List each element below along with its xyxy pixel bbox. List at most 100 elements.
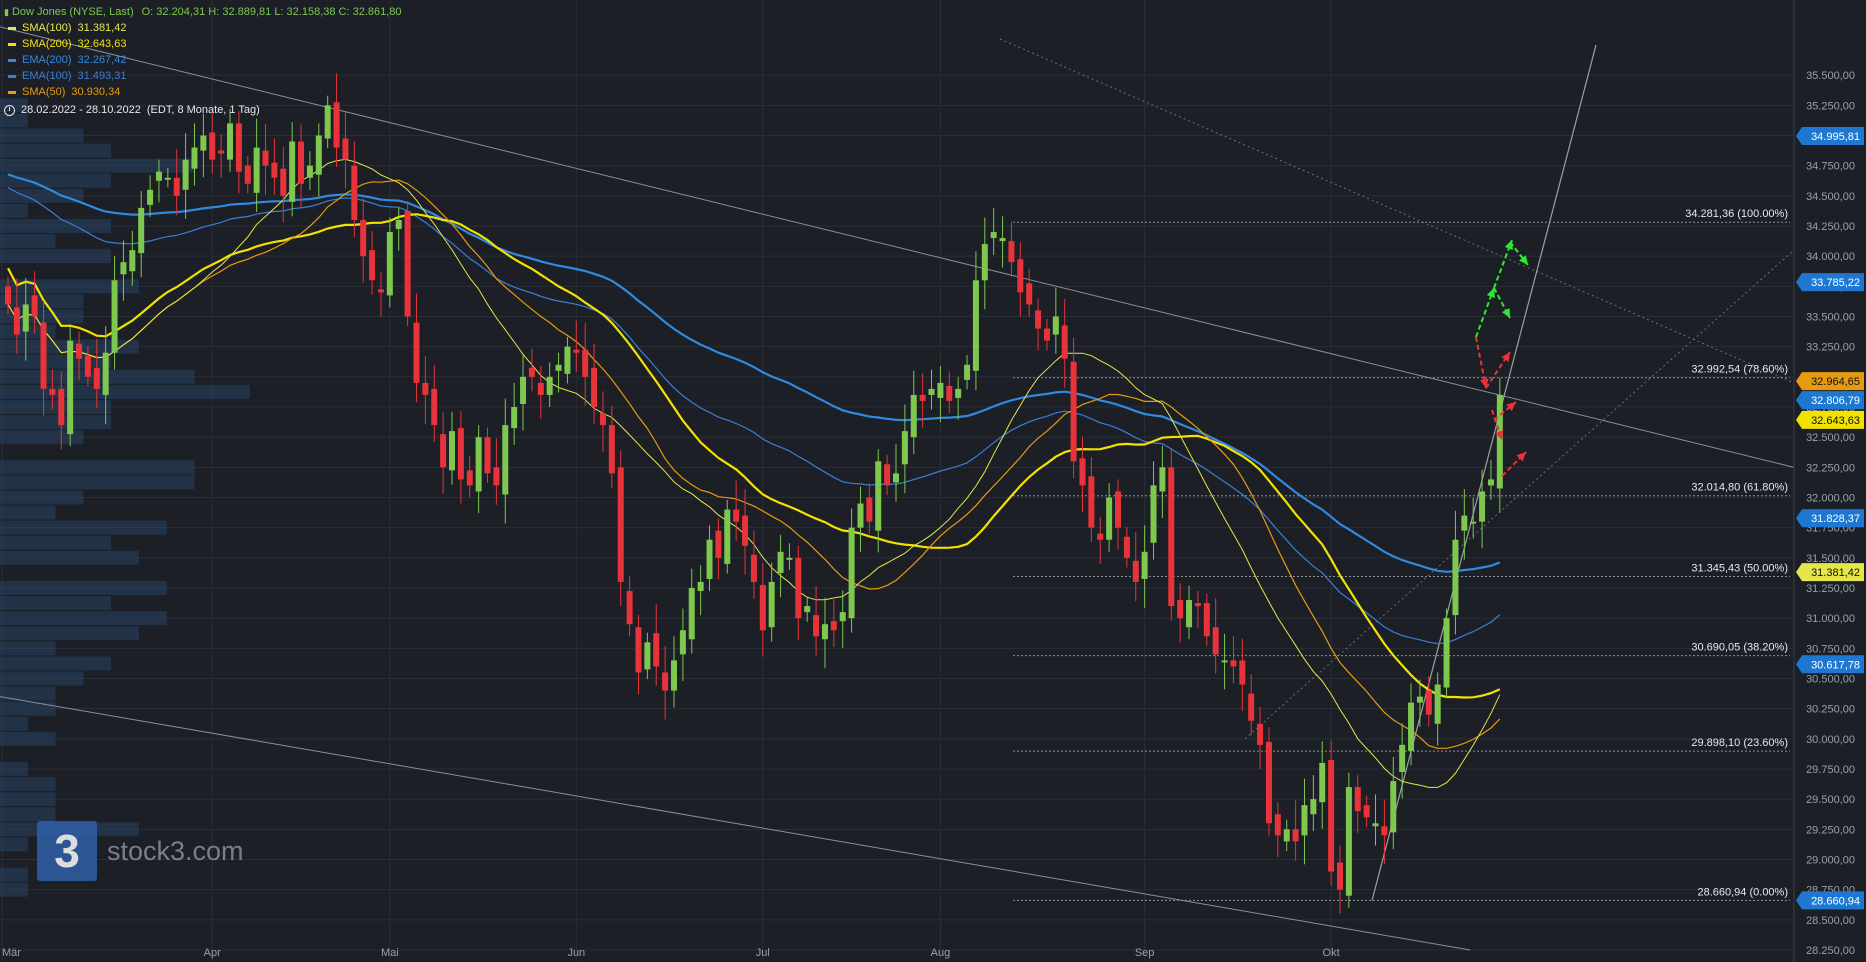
candle-body bbox=[679, 630, 686, 655]
candle bbox=[155, 159, 162, 203]
volume-profile-bar bbox=[0, 581, 167, 595]
candle bbox=[1123, 527, 1130, 568]
y-tick-label: 30.500,00 bbox=[1806, 674, 1855, 686]
candle-body bbox=[493, 467, 500, 486]
candle bbox=[262, 124, 269, 195]
candle bbox=[413, 293, 420, 403]
candle bbox=[1141, 525, 1148, 608]
candle bbox=[1186, 585, 1193, 640]
candle bbox=[1434, 672, 1441, 746]
trend-line bbox=[0, 696, 1471, 951]
candle-body bbox=[901, 431, 908, 465]
candle-body bbox=[1257, 723, 1264, 745]
fib-label: 32.992,54 (78.60%) bbox=[1691, 364, 1788, 376]
candle bbox=[750, 530, 757, 599]
y-tick-label: 33.250,00 bbox=[1806, 342, 1855, 354]
volume-profile-bar bbox=[0, 505, 56, 520]
volume-profile-bar bbox=[0, 656, 112, 671]
indicator-row: SMA(200) 32.643,63 bbox=[4, 36, 402, 52]
candle-body bbox=[653, 633, 660, 667]
candle bbox=[1212, 598, 1219, 674]
candle-body bbox=[502, 425, 509, 495]
indicator-name: EMA(100) bbox=[22, 70, 72, 82]
candle-body bbox=[964, 364, 971, 380]
candle-body bbox=[1461, 515, 1468, 531]
candle-body bbox=[910, 394, 917, 438]
candle bbox=[972, 251, 979, 391]
candle bbox=[546, 362, 553, 407]
price-marker-tag bbox=[1796, 891, 1864, 910]
candlesticks[interactable] bbox=[5, 73, 1503, 914]
candle bbox=[901, 404, 908, 494]
candle bbox=[1283, 819, 1290, 852]
candle-body bbox=[466, 470, 473, 486]
candle-body bbox=[1079, 458, 1086, 486]
price-marker-label: 34.995,81 bbox=[1811, 131, 1860, 143]
price-marker: 31.828,37 bbox=[1796, 509, 1864, 528]
candle bbox=[1026, 268, 1033, 317]
candle-body bbox=[31, 295, 38, 317]
candle-body bbox=[324, 105, 331, 139]
volume-profile-bar bbox=[0, 203, 28, 218]
volume-profile-bar bbox=[0, 641, 56, 656]
stock3-logo: 3 stock3.com bbox=[37, 821, 244, 881]
candle-body bbox=[1434, 684, 1441, 724]
volume-profile-bar bbox=[0, 249, 112, 264]
candle bbox=[1177, 583, 1184, 643]
logo-text: stock3.com bbox=[107, 835, 244, 866]
price-marker-label: 33.785,22 bbox=[1811, 277, 1860, 289]
candle bbox=[848, 508, 855, 633]
candle-body bbox=[608, 425, 615, 474]
indicator-row: EMA(200) 32.267,42 bbox=[4, 52, 402, 68]
candle-body bbox=[1452, 539, 1459, 616]
indicator-value: 31.493,31 bbox=[77, 70, 127, 82]
candle bbox=[608, 405, 615, 488]
candle bbox=[173, 148, 180, 216]
candle bbox=[422, 356, 429, 424]
candle-body bbox=[129, 250, 136, 272]
candle bbox=[1425, 676, 1432, 727]
candle bbox=[351, 141, 358, 237]
volume-profile-bar bbox=[0, 837, 28, 852]
candle bbox=[1487, 460, 1494, 500]
x-tick-label: Jun bbox=[567, 947, 585, 959]
candle-body bbox=[1017, 259, 1024, 293]
candle-body bbox=[306, 165, 313, 178]
candle bbox=[839, 590, 846, 648]
candle bbox=[1363, 795, 1370, 827]
candle bbox=[1221, 633, 1228, 690]
candle-body bbox=[617, 467, 624, 582]
price-marker: 34.995,81 bbox=[1796, 127, 1864, 146]
candle-body bbox=[937, 382, 944, 398]
candle bbox=[1097, 516, 1104, 564]
candle-body bbox=[777, 551, 784, 573]
candle bbox=[1479, 469, 1486, 549]
candle-body bbox=[1354, 787, 1361, 812]
candle-body bbox=[1221, 660, 1228, 663]
y-tick-label: 32.500,00 bbox=[1806, 432, 1855, 444]
x-tick-label: Jul bbox=[756, 947, 770, 959]
candle bbox=[49, 369, 56, 410]
y-tick-label: 31.500,00 bbox=[1806, 553, 1855, 565]
indicator-value: 30.930,34 bbox=[71, 86, 121, 98]
candle-body bbox=[999, 238, 1006, 242]
candle-body bbox=[1496, 394, 1503, 489]
volume-profile-bar bbox=[0, 294, 84, 309]
candle-body bbox=[1115, 491, 1121, 528]
price-axis[interactable] bbox=[1794, 0, 1866, 962]
volume-profile-bar bbox=[0, 611, 167, 626]
price-marker: 28.660,94 bbox=[1796, 891, 1864, 910]
x-tick-label: Mär bbox=[2, 947, 21, 959]
candle-body bbox=[351, 165, 358, 220]
y-tick-label: 32.000,00 bbox=[1806, 493, 1855, 505]
candle-body bbox=[1372, 823, 1379, 827]
candle-body bbox=[697, 581, 704, 592]
candle-body bbox=[395, 219, 402, 230]
candle bbox=[1115, 479, 1121, 550]
candle bbox=[964, 355, 971, 390]
candle-body bbox=[520, 376, 527, 404]
indicator-name: SMA(200) bbox=[22, 38, 72, 50]
fib-label: 31.345,43 (50.00%) bbox=[1691, 562, 1788, 574]
candle-body bbox=[688, 588, 695, 640]
